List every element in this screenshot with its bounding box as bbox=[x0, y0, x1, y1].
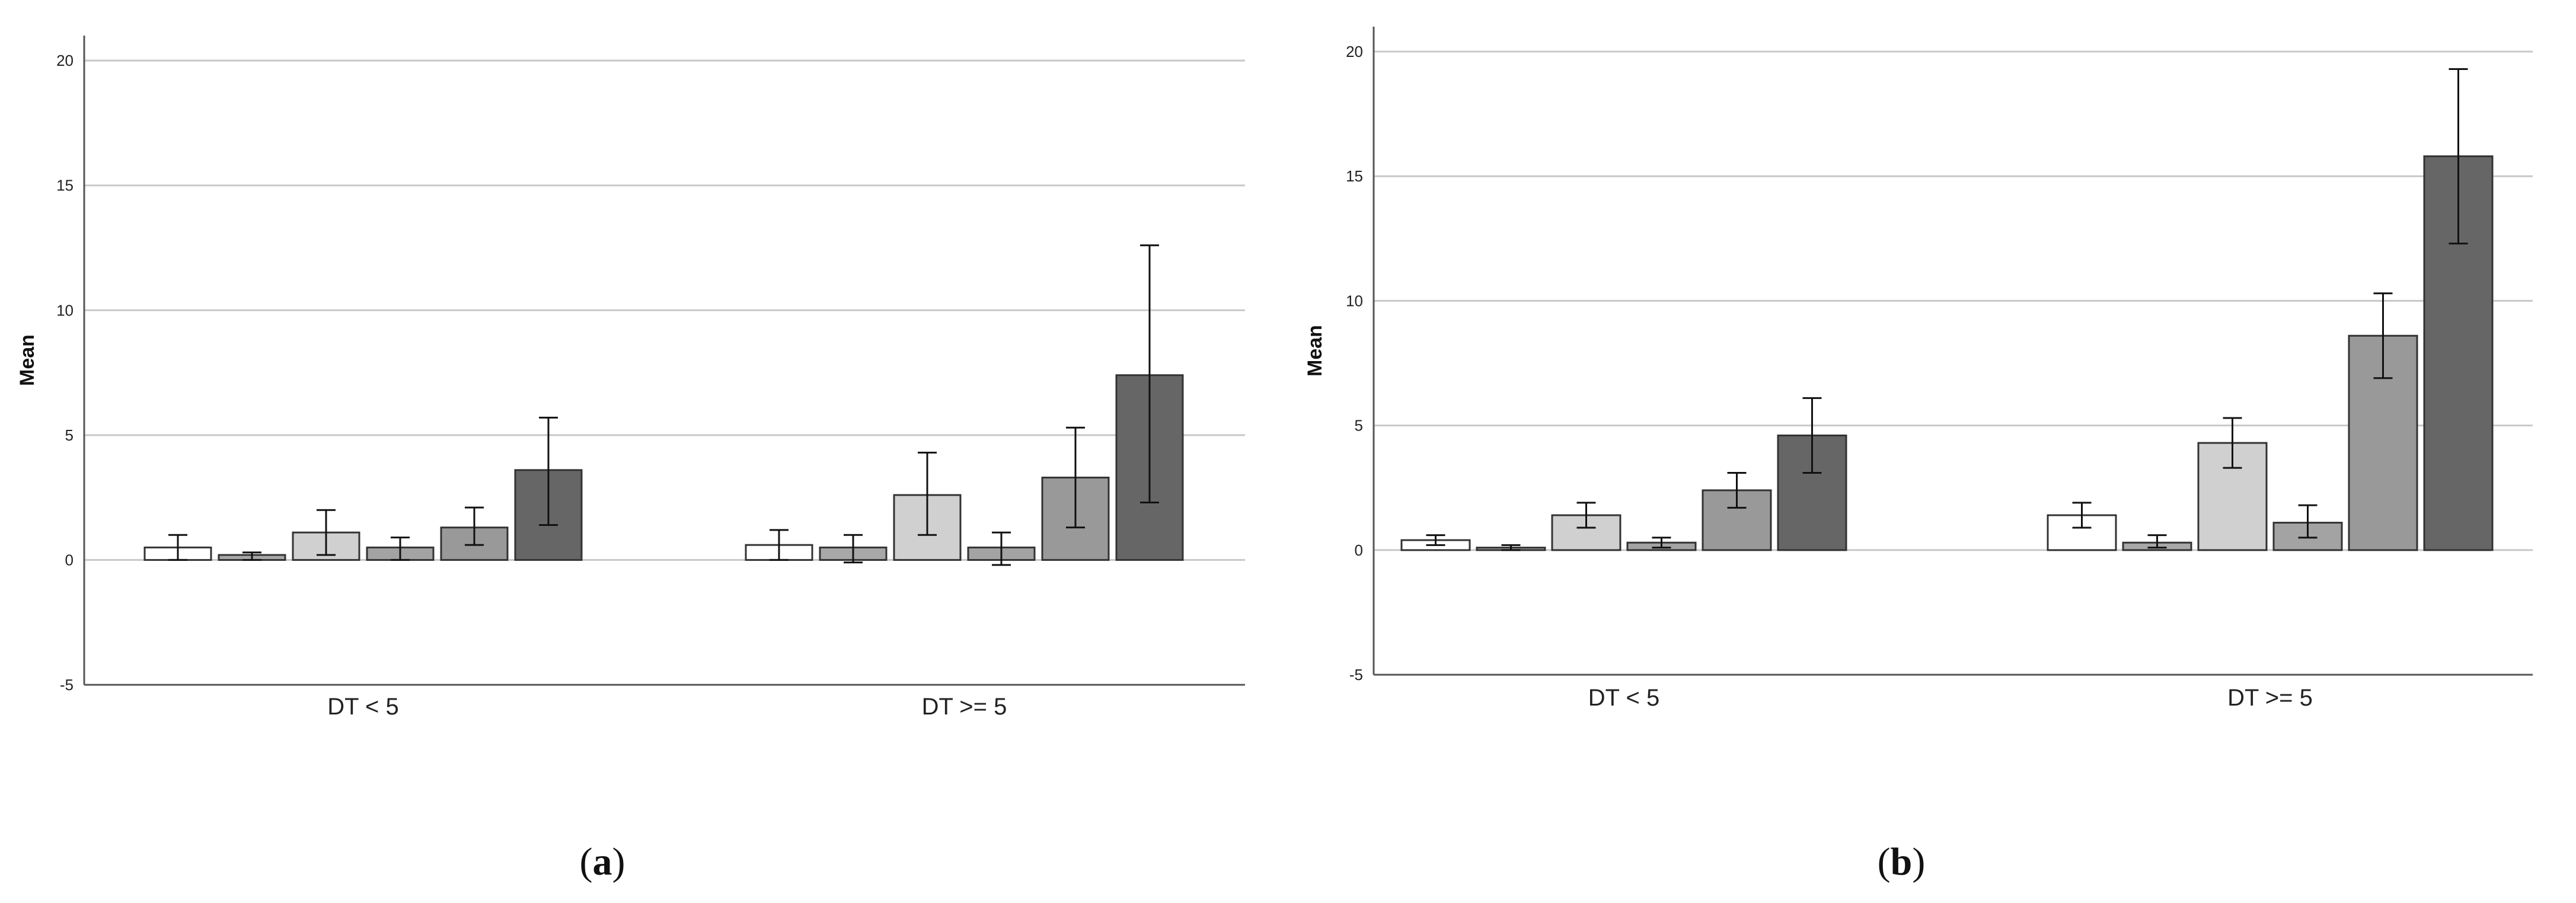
chart-panel-b: -5 0 5 10 15 20 Mean DT < 5 DT >= 5 (b) bbox=[1288, 0, 2576, 903]
bar-chart-b: -5 0 5 10 15 20 Mean DT < 5 DT >= 5 (b) bbox=[1304, 27, 2533, 883]
y-tick-label: 5 bbox=[65, 426, 74, 444]
y-tick-label: 0 bbox=[65, 551, 74, 569]
y-axis-label: Mean bbox=[16, 334, 39, 386]
panel-label: (b) bbox=[1878, 840, 1926, 883]
y-tick-label: 10 bbox=[1346, 292, 1363, 309]
y-tick-label: 5 bbox=[1355, 417, 1363, 435]
x-category-label: DT < 5 bbox=[327, 694, 398, 720]
panel-label: (a) bbox=[580, 840, 625, 883]
y-tick-label: 10 bbox=[56, 301, 74, 319]
y-tick-label: 15 bbox=[56, 177, 74, 194]
chart-panel-a: -5 0 5 10 15 20 Mean DT < 5 DT >= 5 (a) bbox=[16, 36, 1245, 883]
bar-chart-a: -5 0 5 10 15 20 Mean DT < 5 DT >= 5 (a) bbox=[16, 36, 1245, 883]
panel-letter: b bbox=[1891, 840, 1913, 883]
y-tick-label: 20 bbox=[1346, 43, 1363, 60]
x-category-label: DT >= 5 bbox=[2227, 685, 2313, 711]
y-axis-label: Mean bbox=[1304, 325, 1326, 376]
y-tick-label: 0 bbox=[1355, 541, 1363, 559]
x-category-label: DT >= 5 bbox=[922, 694, 1007, 720]
y-tick-label: 20 bbox=[56, 52, 74, 69]
panel-letter: a bbox=[593, 840, 612, 883]
y-tick-label: -5 bbox=[1349, 666, 1363, 684]
x-category-label: DT < 5 bbox=[1588, 685, 1659, 711]
y-tick-label: 15 bbox=[1346, 167, 1363, 185]
y-tick-label: -5 bbox=[60, 676, 74, 694]
